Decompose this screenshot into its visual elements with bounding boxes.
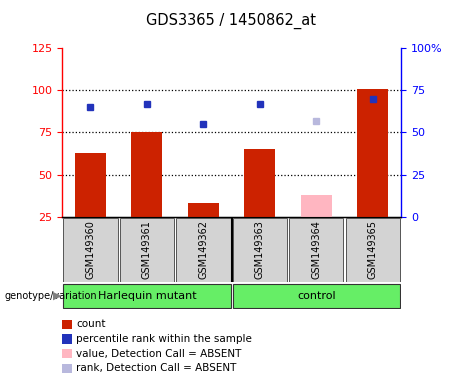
Text: count: count (76, 319, 106, 329)
Text: GSM149360: GSM149360 (85, 220, 95, 279)
Text: Harlequin mutant: Harlequin mutant (98, 291, 196, 301)
Bar (188, 204, 219, 217)
Bar (176, 218, 230, 281)
Bar (233, 218, 287, 281)
Text: GDS3365 / 1450862_at: GDS3365 / 1450862_at (146, 13, 315, 29)
Text: ▶: ▶ (53, 291, 61, 301)
Bar (120, 218, 174, 281)
Bar (346, 218, 400, 281)
Bar (301, 195, 332, 217)
Text: GSM149363: GSM149363 (255, 220, 265, 279)
Text: value, Detection Call = ABSENT: value, Detection Call = ABSENT (76, 349, 242, 359)
Bar (289, 218, 343, 281)
Text: GSM149364: GSM149364 (311, 220, 321, 279)
Bar (131, 132, 162, 217)
Text: GSM149365: GSM149365 (368, 220, 378, 279)
Bar (233, 283, 400, 308)
Text: GSM149361: GSM149361 (142, 220, 152, 279)
Text: GSM149362: GSM149362 (198, 220, 208, 279)
Bar (75, 153, 106, 217)
Bar (63, 283, 230, 308)
Text: genotype/variation: genotype/variation (5, 291, 97, 301)
Text: control: control (297, 291, 336, 301)
Bar (63, 218, 118, 281)
Bar (244, 149, 275, 217)
Text: rank, Detection Call = ABSENT: rank, Detection Call = ABSENT (76, 363, 236, 373)
Text: percentile rank within the sample: percentile rank within the sample (76, 334, 252, 344)
Bar (357, 89, 388, 217)
